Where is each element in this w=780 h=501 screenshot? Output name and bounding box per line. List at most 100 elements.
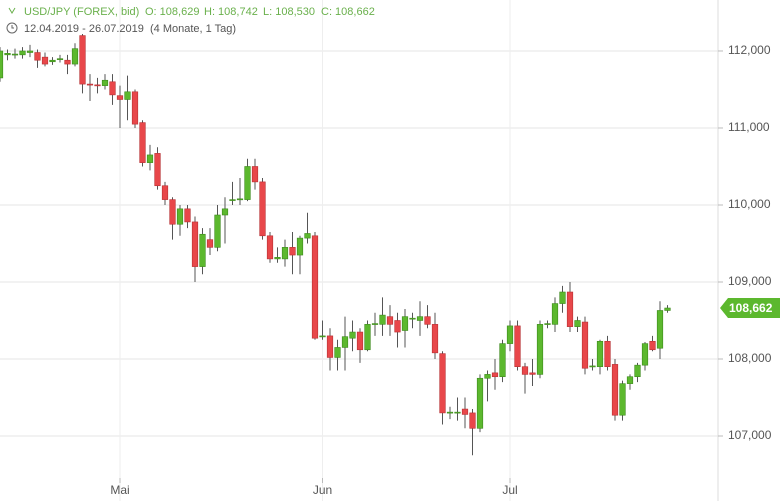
candle-body xyxy=(146,154,154,163)
low: L: 108,530 xyxy=(263,6,315,18)
candle-body xyxy=(311,235,319,339)
candle-body xyxy=(641,343,649,366)
candle-body xyxy=(386,316,394,325)
candle-body xyxy=(334,347,341,358)
candle-body xyxy=(229,199,236,201)
candle-body xyxy=(416,316,424,321)
y-tick-label: 109,000 xyxy=(728,274,772,288)
candle-body xyxy=(371,323,379,325)
candle-body xyxy=(499,343,506,378)
y-tick-label: 111,000 xyxy=(728,120,770,134)
candle-body xyxy=(476,377,484,429)
candle-body xyxy=(409,317,416,320)
candle-body xyxy=(649,340,656,351)
candle-body xyxy=(536,324,544,375)
candle-body xyxy=(401,316,409,331)
candle-body xyxy=(49,59,56,63)
candle-body xyxy=(131,91,139,125)
candle-body xyxy=(259,181,266,237)
candle-body xyxy=(289,247,296,256)
x-tick-label: Jul xyxy=(502,483,517,497)
candle-body xyxy=(139,122,146,163)
close: C: 108,662 xyxy=(321,6,375,18)
candle-body xyxy=(274,257,281,260)
candle-body xyxy=(484,374,491,379)
y-tick-label: 107,000 xyxy=(728,428,772,442)
dropdown-icon[interactable] xyxy=(8,7,16,14)
candle-body xyxy=(559,291,566,304)
candle-body xyxy=(506,325,514,344)
candle-body xyxy=(551,303,559,325)
candle-body xyxy=(364,324,371,351)
candle-body xyxy=(26,50,34,53)
candle-body xyxy=(491,372,499,378)
candle-body xyxy=(206,239,214,248)
last-price-label: 108,662 xyxy=(729,301,773,315)
candle-body xyxy=(199,233,206,267)
candle-body xyxy=(94,84,101,87)
candle-body xyxy=(446,411,454,414)
candle-body xyxy=(296,237,304,256)
candle-body xyxy=(596,340,604,368)
candle-body xyxy=(281,247,289,260)
candle-body xyxy=(574,320,581,327)
candle-body xyxy=(394,320,401,333)
y-tick-label: 108,000 xyxy=(728,351,772,365)
candle-body xyxy=(634,364,641,378)
candle-body xyxy=(611,364,619,416)
candle-body xyxy=(101,79,109,86)
candle-body xyxy=(251,166,259,183)
candle-body xyxy=(544,323,551,325)
duration: (4 Monate, 1 Tag) xyxy=(150,23,236,35)
candle-body xyxy=(4,52,11,56)
candle-body xyxy=(71,48,79,65)
candle-body xyxy=(221,208,229,216)
candle-body xyxy=(184,208,191,223)
candle-body xyxy=(64,59,71,65)
plot xyxy=(0,0,718,501)
candle-body xyxy=(34,52,41,61)
candle-body xyxy=(326,335,334,358)
candle-body xyxy=(109,81,116,96)
candle-body xyxy=(341,336,349,348)
candle-body xyxy=(191,221,199,267)
candle-body xyxy=(424,316,431,325)
candle-body xyxy=(79,35,86,85)
candle-body xyxy=(19,50,26,56)
range: 12.04.2019 - 26.07.2019 xyxy=(24,23,144,35)
high: H: 108,742 xyxy=(204,6,258,18)
candle-body xyxy=(589,365,596,368)
header: USD/JPY (FOREX, bid) O: 108,629 H: 108,7… xyxy=(6,6,375,35)
symbol: USD/JPY (FOREX, bid) xyxy=(24,6,139,18)
candle-body xyxy=(356,331,364,351)
open: O: 108,629 xyxy=(145,6,199,18)
candle-body xyxy=(656,310,664,349)
y-tick-label: 112,000 xyxy=(728,43,771,57)
candle-body xyxy=(379,314,386,325)
candle-body xyxy=(0,50,4,79)
candle-body xyxy=(431,324,439,354)
candle-body xyxy=(116,95,124,100)
y-tick-label: 110,000 xyxy=(728,197,771,211)
candle-body xyxy=(41,56,49,65)
x-tick-label: Mai xyxy=(110,483,129,497)
candle-body xyxy=(581,321,589,369)
candle-body xyxy=(514,325,521,368)
candle-body xyxy=(214,214,221,248)
candle-body xyxy=(566,291,574,327)
candle-body xyxy=(169,199,176,225)
candle-body xyxy=(86,83,94,86)
candle-body xyxy=(521,366,529,375)
candle-body xyxy=(154,153,161,187)
candle-body xyxy=(349,331,356,339)
candle-body xyxy=(56,58,64,60)
candle-body xyxy=(626,376,634,384)
candle-body xyxy=(11,53,19,56)
candle-body xyxy=(161,185,169,200)
candle-body xyxy=(266,235,274,260)
candle-body xyxy=(604,340,611,368)
candle-body xyxy=(461,408,469,415)
candle-body xyxy=(439,353,446,414)
candle-body xyxy=(529,372,536,375)
